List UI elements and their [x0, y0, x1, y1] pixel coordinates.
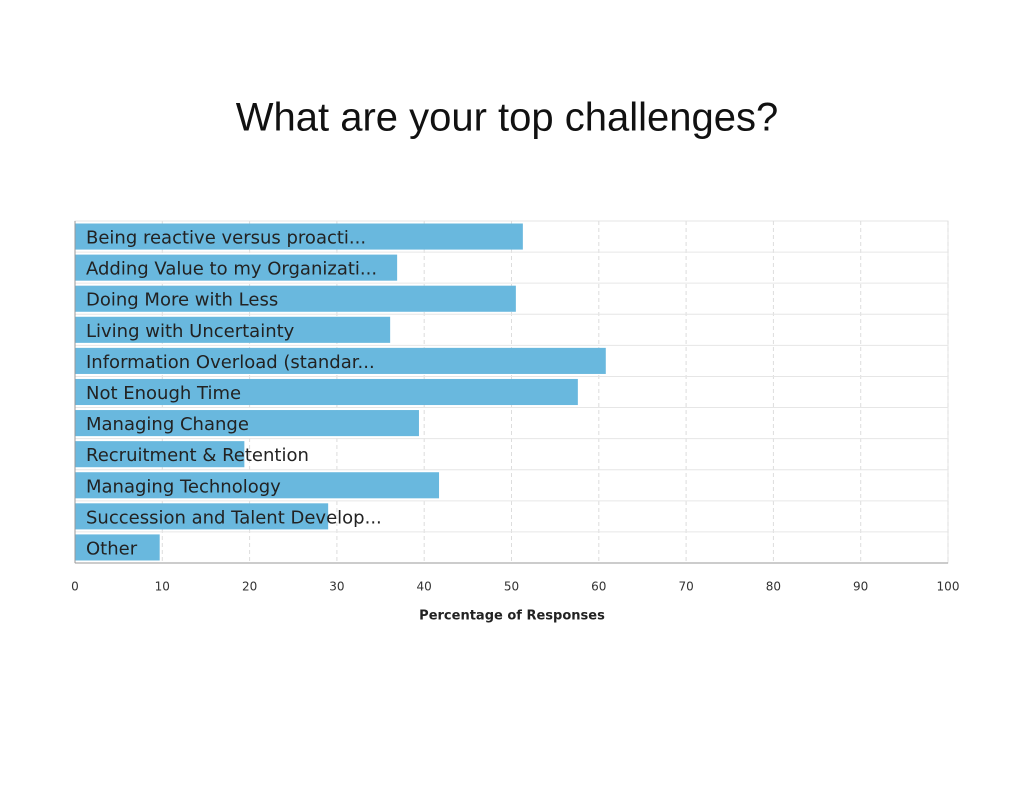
bar: [75, 347, 606, 374]
bar: [75, 223, 523, 250]
chart-title: What are your top challenges?: [236, 96, 779, 140]
x-tick-label: 90: [853, 580, 868, 594]
bar: [75, 316, 391, 343]
bar: [75, 503, 329, 530]
category-label: Doing More with Less: [86, 290, 278, 311]
x-tick-label: 60: [591, 580, 606, 594]
category-label: Not Enough Time: [86, 383, 241, 404]
category-label: Other: [86, 538, 138, 559]
category-label: Information Overload (standar...: [86, 352, 375, 373]
category-label: Managing Change: [86, 414, 249, 435]
x-tick-label: 70: [678, 580, 693, 594]
bar: [75, 378, 578, 406]
bar: [75, 534, 160, 561]
x-tick-label: 0: [71, 580, 79, 594]
x-axis-title: Percentage of Responses: [419, 609, 605, 624]
bar: [75, 472, 440, 499]
x-tick-label: 10: [155, 580, 170, 594]
x-tick-label: 50: [504, 580, 519, 594]
bar: [75, 254, 398, 281]
category-label: Succession and Talent Develop...: [86, 507, 382, 528]
category-label: Living with Uncertainty: [86, 321, 295, 342]
x-tick-label: 80: [766, 580, 781, 594]
bar: [75, 410, 419, 437]
bar: [75, 285, 516, 312]
x-tick-label: 30: [329, 580, 344, 594]
category-label: Being reactive versus proacti...: [86, 228, 366, 249]
x-tick-label: 100: [937, 580, 960, 594]
bar: [75, 441, 245, 468]
category-label: Adding Value to my Organizati...: [86, 259, 377, 280]
category-label: Managing Technology: [86, 476, 281, 497]
category-label: Recruitment & Retention: [86, 445, 309, 466]
x-tick-label: 20: [242, 580, 257, 594]
x-tick-label: 40: [417, 580, 432, 594]
